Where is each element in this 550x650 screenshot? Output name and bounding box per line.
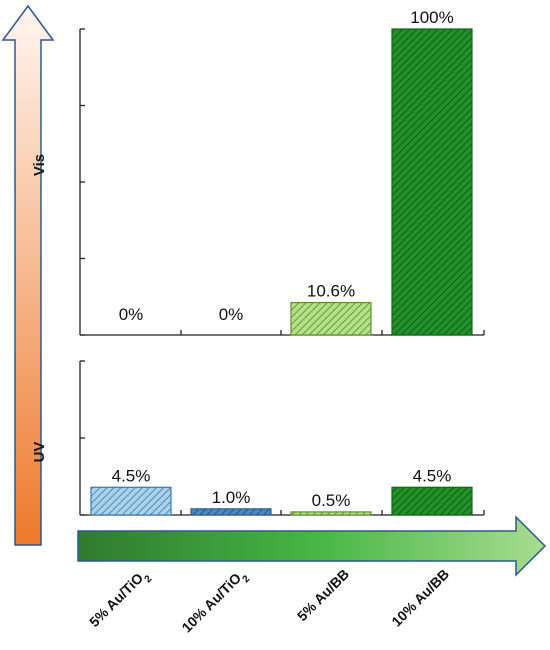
value-label: 0% <box>119 305 144 324</box>
bar-vis-3 <box>391 28 473 336</box>
value-label: 100% <box>410 8 453 27</box>
vis-label: Vis <box>31 154 48 176</box>
bar-vis-2 <box>290 301 372 336</box>
uv-panel: 4.5% 1.0% 0.5% 4.5% <box>79 360 485 516</box>
value-label: 0.5% <box>312 491 351 510</box>
bar-uv-1 <box>190 508 272 516</box>
bar-uv-3 <box>391 486 473 516</box>
value-label: 4.5% <box>413 466 452 485</box>
category-label: 10% Au/TiO2 <box>178 565 252 639</box>
horizontal-arrow <box>77 515 547 577</box>
vertical-arrow: Vis UV <box>1 4 55 546</box>
vis-panel: 0% 0% 10.6% 100% <box>79 8 485 336</box>
uv-label: UV <box>31 442 48 463</box>
value-label: 0% <box>219 305 244 324</box>
value-label: 4.5% <box>112 466 151 485</box>
value-label: 10.6% <box>307 282 355 301</box>
category-label: 10% Au/BB <box>388 566 452 630</box>
category-label: 5% Au/BB <box>294 566 352 624</box>
bar-uv-2 <box>290 511 372 516</box>
bar-uv-0 <box>90 486 172 516</box>
value-label: 1.0% <box>212 488 251 507</box>
category-label: 5% Au/TiO2 <box>86 565 154 633</box>
category-labels: 5% Au/TiO2 10% Au/TiO2 5% Au/BB 10% Au/BB <box>86 565 452 639</box>
vertical-arrow-shape <box>1 4 55 546</box>
